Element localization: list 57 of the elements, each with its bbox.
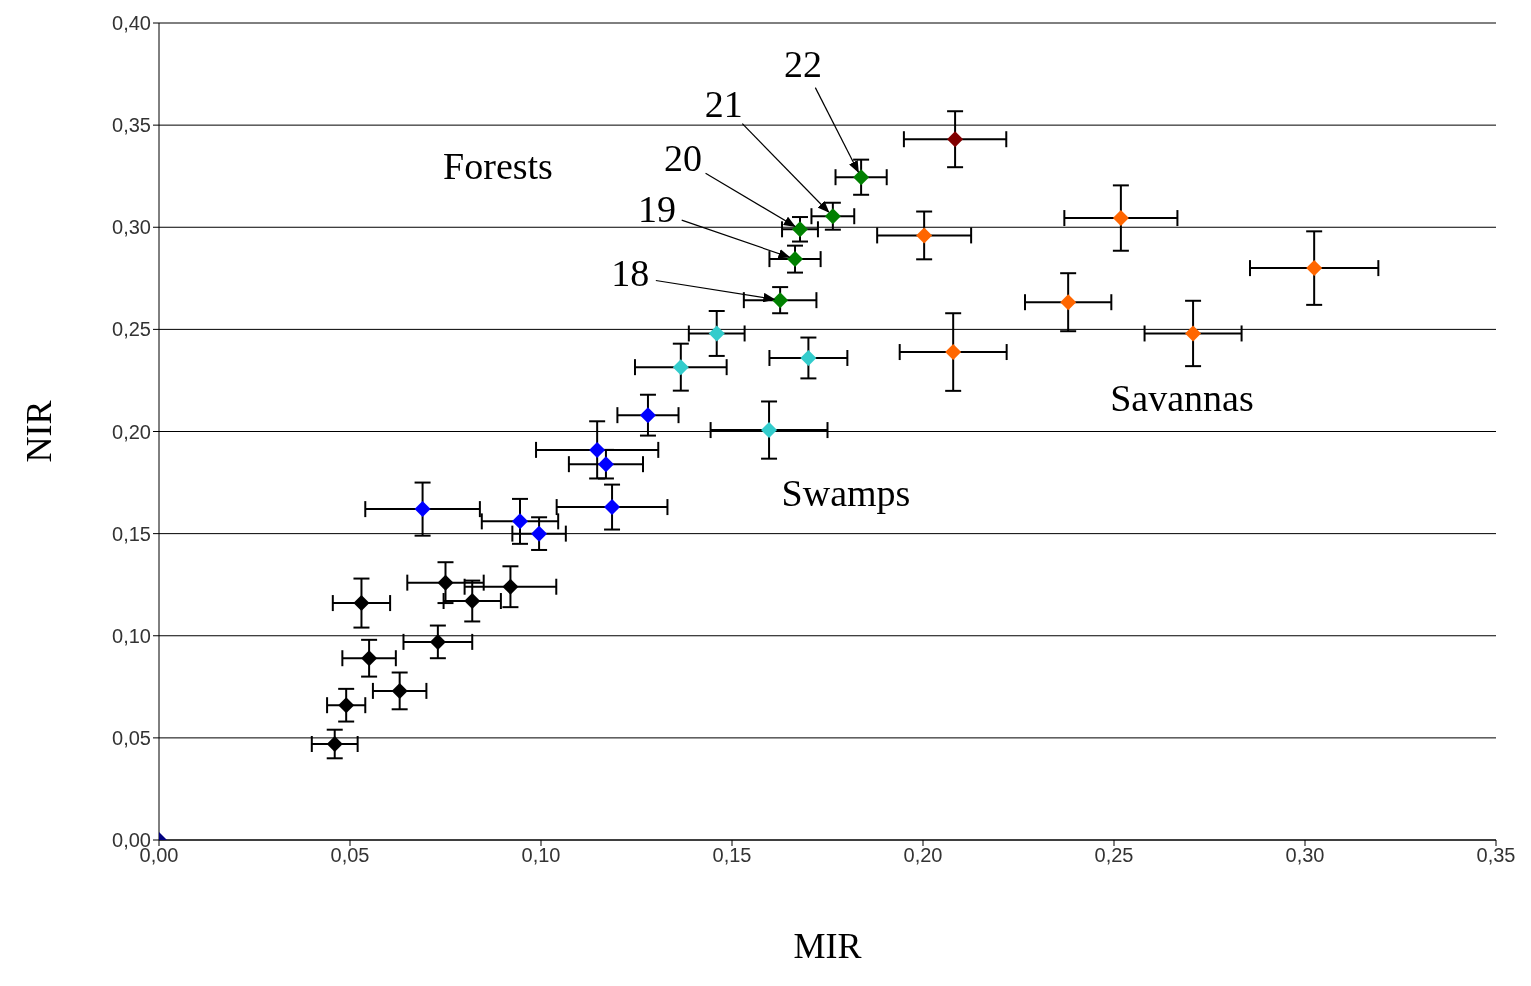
x-tick-label: 0,10	[521, 844, 561, 867]
point	[761, 422, 778, 439]
point	[511, 513, 528, 530]
point	[429, 633, 446, 650]
point	[589, 441, 606, 458]
point	[604, 499, 621, 516]
point	[639, 407, 656, 424]
point	[1306, 260, 1323, 277]
point	[1112, 210, 1129, 227]
point	[597, 456, 614, 473]
annotation: Forests	[443, 144, 553, 187]
point	[945, 344, 962, 361]
x-tick-label: 0,15	[712, 844, 752, 867]
point	[414, 501, 431, 518]
point	[391, 682, 408, 699]
point	[326, 736, 343, 752]
point	[916, 227, 933, 244]
annotation: 18	[611, 251, 650, 294]
y-tick-label: 0,15	[112, 522, 151, 545]
point	[437, 574, 454, 591]
annotation: 20	[664, 137, 702, 180]
y-tick-label: 0,40	[112, 12, 151, 35]
point	[1185, 325, 1202, 342]
x-tick-label: 0,35	[1476, 844, 1516, 867]
x-tick-label: 0,20	[903, 844, 943, 867]
y-tick-label: 0,05	[112, 726, 151, 749]
point	[800, 349, 817, 366]
x-tick-label: 0,05	[330, 844, 370, 867]
annotation: 21	[704, 82, 743, 125]
annotation: Swamps	[781, 471, 911, 514]
point	[672, 359, 689, 376]
y-tick-label: 0,30	[112, 216, 151, 239]
y-tick-label: 0,20	[112, 420, 151, 443]
y-tick-label: 0,10	[112, 624, 151, 647]
annotation: 19	[638, 187, 677, 230]
point	[853, 169, 870, 186]
point	[338, 697, 355, 714]
point	[787, 251, 804, 268]
annotation: 22	[784, 42, 823, 85]
point	[772, 292, 789, 309]
point	[1060, 294, 1077, 311]
point	[792, 221, 808, 238]
y-tick-label: 0,25	[112, 318, 151, 341]
point	[464, 593, 481, 610]
point	[531, 525, 548, 542]
point	[353, 595, 370, 612]
point	[708, 325, 725, 342]
point	[824, 208, 841, 225]
point	[361, 650, 378, 667]
y-axis-title: NIR	[18, 400, 59, 463]
annotation: Savannas	[1110, 376, 1254, 419]
x-tick-label: 0,30	[1285, 844, 1325, 867]
x-tick-label: 0,25	[1094, 844, 1134, 867]
y-tick-label: 0,35	[112, 114, 151, 137]
point	[947, 131, 964, 148]
point	[502, 578, 519, 595]
x-axis-title: MIR	[793, 926, 862, 966]
